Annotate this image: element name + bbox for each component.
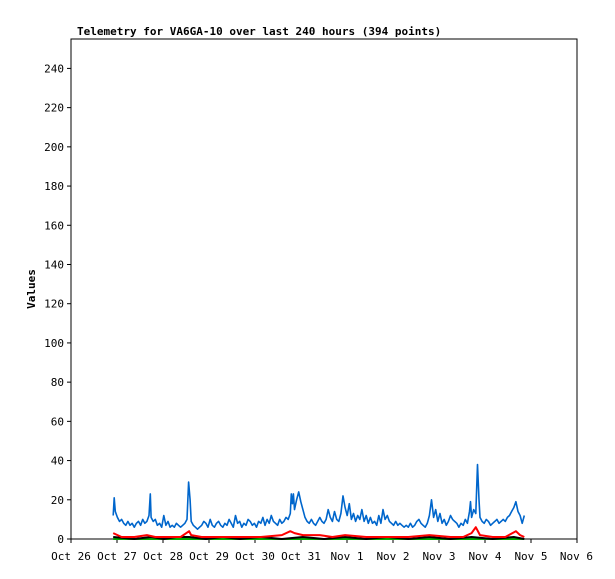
y-tick-label: 240 — [44, 62, 64, 75]
x-tick-label: Nov 1 — [330, 550, 363, 563]
y-tick-label: 180 — [44, 180, 64, 193]
y-tick-label: 140 — [44, 258, 64, 271]
x-tick-label: Oct 29 — [189, 550, 229, 563]
y-tick-label: 80 — [51, 376, 64, 389]
x-tick-label: Oct 31 — [281, 550, 321, 563]
y-tick-label: 200 — [44, 141, 64, 154]
x-tick-label: Oct 26 — [51, 550, 91, 563]
y-tick-label: 100 — [44, 337, 64, 350]
series-line-1 — [112, 526, 525, 538]
x-axis: Oct 26 Oct 27 Oct 28 Oct 29 Oct 30 Oct 31 Nov … — [51, 539, 593, 563]
series-line-0 — [112, 463, 526, 531]
y-tick-label: 160 — [44, 219, 64, 232]
y-tick-label: 20 — [51, 494, 64, 507]
x-tick-label: Nov 2 — [376, 550, 409, 563]
y-axis: 0 20 40 60 80 100 120 140 160 180 200 220 240 — [44, 62, 71, 546]
y-tick-label: 40 — [51, 455, 64, 468]
y-tick-label: 220 — [44, 102, 64, 115]
x-tick-label: Nov 3 — [422, 550, 455, 563]
x-tick-label: Nov 5 — [514, 550, 547, 563]
y-tick-label: 0 — [57, 533, 64, 546]
chart-title: Telemetry for VA6GA-10 over last 240 hou… — [77, 25, 441, 38]
x-tick-label: Oct 30 — [235, 550, 275, 563]
y-tick-label: 120 — [44, 298, 64, 311]
plot-frame — [70, 38, 578, 540]
y-axis-label: Values — [25, 269, 38, 309]
x-tick-label: Nov 6 — [560, 550, 593, 563]
y-tick-label: 60 — [51, 415, 64, 428]
x-tick-label: Oct 28 — [143, 550, 183, 563]
series-layer — [112, 463, 526, 540]
x-tick-label: Nov 4 — [468, 550, 501, 563]
x-tick-label: Oct 27 — [97, 550, 137, 563]
